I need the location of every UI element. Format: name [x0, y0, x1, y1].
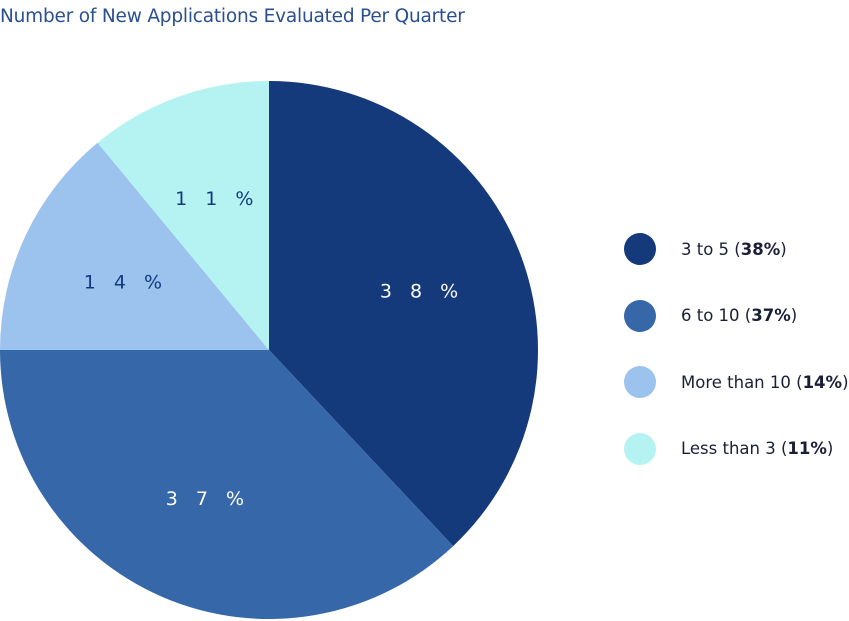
legend-item: More than 10 (14%) [624, 366, 849, 398]
chart-title: Number of New Applications Evaluated Per… [0, 6, 465, 27]
pie-slice-less-than-3 [97, 81, 269, 350]
pie-slice-6-to-10 [0, 350, 454, 619]
pie-slice-more-than-10 [0, 142, 269, 350]
legend-percent: 11% [787, 439, 827, 458]
legend-percent: 37% [751, 306, 791, 325]
legend: 3 to 5 (38%) 6 to 10 (37%) More than 10 … [624, 233, 849, 499]
slice-label-3-to-5: 3 8 % [380, 281, 464, 303]
legend-label-text: 3 to 5 [681, 239, 730, 259]
legend-percent: 38% [740, 239, 781, 259]
legend-swatch [624, 432, 656, 465]
slice-label-more-than-10: 1 4 % [84, 271, 168, 293]
legend-label-text: 6 to 10 [681, 306, 740, 325]
legend-item: 3 to 5 (38%) [624, 233, 849, 265]
legend-item: 6 to 10 (37%) [624, 299, 849, 332]
legend-label-text: Less than 3 [681, 439, 776, 458]
legend-label: More than 10 (14%) [681, 372, 849, 392]
legend-percent: 14% [802, 372, 843, 392]
legend-swatch [624, 299, 656, 332]
legend-label: 6 to 10 (37%) [681, 306, 798, 325]
pie-slice-3-to-5 [269, 81, 538, 547]
slice-label-6-to-10: 3 7 % [166, 488, 250, 510]
legend-swatch [624, 233, 656, 265]
slice-label-less-than-3: 1 1 % [175, 188, 259, 210]
legend-label-text: More than 10 [681, 372, 791, 392]
legend-label: 3 to 5 (38%) [681, 239, 787, 259]
legend-item: Less than 3 (11%) [624, 432, 849, 465]
legend-label: Less than 3 (11%) [681, 439, 834, 458]
legend-swatch [624, 366, 656, 398]
